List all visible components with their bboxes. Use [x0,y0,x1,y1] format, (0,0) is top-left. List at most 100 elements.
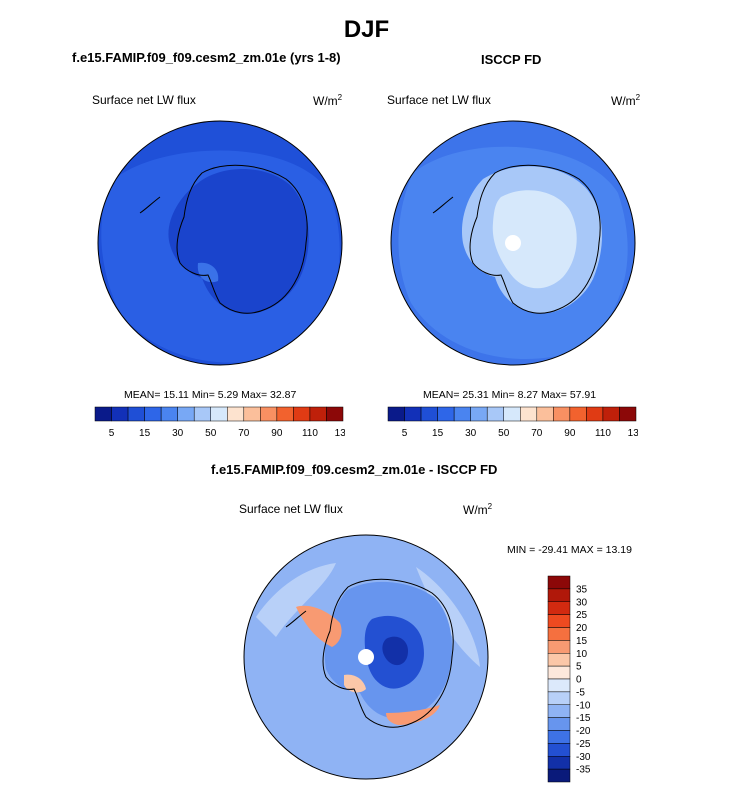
panel-2-unit-exponent: 2 [635,93,641,102]
colorbar-swatch [193,406,211,422]
colorbar-swatch [547,691,571,705]
colorbar-swatch [243,406,261,422]
min-value: 5.29 [217,389,239,401]
diff-unit-base: W/m [463,503,488,517]
colorbar-tick-label: 70 [531,428,543,439]
colorbar-swatch [547,768,571,783]
colorbar-tick-label: -20 [576,726,591,737]
panel-2-polar-map [390,120,636,366]
colorbar-tick-label: 70 [238,428,250,439]
colorbar-swatch [547,575,571,590]
coastline [322,578,454,728]
colorbar-swatch [227,406,245,422]
colorbar-tick-label: 130 [628,428,638,439]
colorbar-swatch [470,406,488,422]
ross-positive [344,674,366,693]
colorbar-swatch [536,406,554,422]
mean-value: 15.11 [163,389,189,401]
colorbar-swatch [111,406,129,422]
colorbar-swatch [547,717,571,731]
colorbar-swatch [404,406,422,422]
colorbar-swatch [547,640,571,654]
colorbar-swatch [520,406,538,422]
panel-2-field-label: Surface net LW flux [387,93,491,107]
max-value: 57.91 [569,389,597,401]
panel-1-field-label: Surface net LW flux [92,93,196,107]
colorbar-tick-label: 110 [595,428,611,439]
colorbar-swatch [387,406,405,422]
colorbar-tick-label: 15 [139,428,151,439]
colorbar-swatch [547,678,571,693]
panel-2-unit-label: W/m2 [611,93,640,108]
colorbar-tick-label: -25 [576,739,591,750]
min-value: -29.41 [538,544,568,556]
colorbar-tick-label: 50 [205,428,217,439]
colorbar-tick-label: 0 [576,675,582,686]
colorbar-swatch [547,627,571,641]
colorbar-swatch [177,406,195,422]
colorbar-tick-label: 110 [302,428,318,439]
colorbar-swatch [420,406,438,422]
panel-1-colorbar: 5 15 30 50 70 90 110 130 [94,406,345,439]
colorbar-swatch [160,406,178,422]
colorbar-swatch [602,406,620,422]
colorbar-swatch [127,406,145,422]
min-label: Min= [491,389,515,401]
diff-polar-map [243,534,489,780]
wilkes-positive [386,705,440,725]
colorbar-tick-label: -35 [576,765,591,776]
max-value: 32.87 [270,389,297,401]
colorbar-swatch [553,406,571,422]
ocean-pattern [256,563,336,637]
colorbar-swatch [547,730,571,744]
colorbar-swatch [547,665,571,680]
mean-label: MEAN= [423,389,460,401]
peninsula-coastline [139,196,161,214]
colorbar-swatch [547,601,571,615]
colorbar-tick-label: -10 [576,700,591,711]
colorbar-tick-label: 10 [576,649,588,660]
colorbar-tick-label: 130 [335,428,345,439]
ocean-pattern [416,567,480,667]
max-label: MAX = [570,544,603,556]
colorbar-tick-label: 15 [432,428,444,439]
antarctica-inner [492,190,577,289]
colorbar-tick-label: 90 [271,428,283,439]
panel-2-unit-base: W/m [611,94,636,108]
colorbar-swatch [547,743,571,757]
panel-2-case-title: ISCCP FD [481,52,542,67]
diff-unit-exponent: 2 [487,502,493,511]
colorbar-swatch [486,406,504,422]
max-label: Max= [241,389,268,401]
max-label: Max= [540,389,567,401]
colorbar-swatch [276,406,294,422]
colorbar-swatch [210,406,228,422]
colorbar-tick-label: 90 [564,428,576,439]
colorbar-tick-label: 5 [576,662,582,673]
colorbar-swatch [547,653,571,667]
ross-ice-region [197,262,219,283]
panel-1-unit-label: W/m2 [313,93,342,108]
colorbar-tick-label: -30 [576,752,591,763]
colorbar-swatch [569,406,587,422]
map-border [390,120,636,366]
colorbar-tick-label: 30 [465,428,477,439]
colorbar-swatch [547,614,571,628]
colorbar-swatch [453,406,471,422]
colorbar-swatch [547,756,571,770]
pole-hole [505,235,521,251]
colorbar-tick-label: 50 [498,428,510,439]
mean-value: 25.31 [462,389,489,401]
min-label: Min= [191,389,215,401]
panel-1-unit-exponent: 2 [337,93,343,102]
diff-colorbar: 35 30 25 20 15 10 5 0-5 -10 -15 -20 -25 -30 -35 [547,575,591,783]
colorbar-tick-label: 5 [109,428,115,439]
antarctica-deep [382,636,408,666]
coastline [469,164,601,314]
peninsula-coastline [432,196,454,214]
colorbar-swatch [547,588,571,602]
max-value: 13.19 [605,544,632,556]
min-label: MIN = [507,544,536,556]
panel-2-stats: MEAN= 25.31 Min= 8.27 Max= 57.91 [423,389,596,401]
colorbar-swatch [94,406,112,422]
